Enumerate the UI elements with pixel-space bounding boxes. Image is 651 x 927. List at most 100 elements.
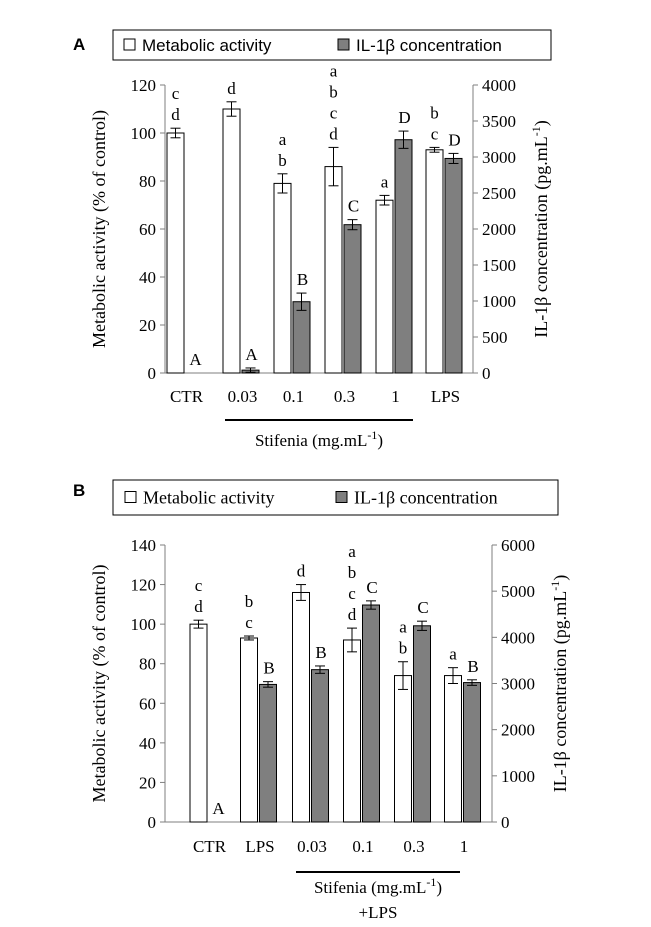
legend: Metabolic activity IL-1β concentration [112,29,552,61]
sig-letter-metabolic: d [348,605,357,624]
sig-letter-metabolic: d [329,124,338,143]
left-tick-label: 60 [139,694,156,713]
right-tick-label: 1000 [482,292,516,311]
bar-metabolic [394,675,412,823]
sig-letter-metabolic: d [171,105,180,124]
x-tick-label: 0.3 [403,837,424,856]
left-tick-label: 120 [131,76,157,95]
sig-letter-metabolic: a [279,130,287,149]
x-tick-label: CTR [193,837,227,856]
group-label-main: Stifenia (mg.mL [255,431,367,450]
sig-letter-metabolic: b [329,82,338,101]
right-tick-label: 500 [482,328,508,347]
sig-letter-metabolic: b [348,563,357,582]
group-label-end: ) [377,431,383,450]
bar-metabolic [273,182,292,374]
bar-il1b [259,683,277,823]
sig-letter-il1b: B [315,643,326,662]
sig-letter-metabolic: c [348,584,356,603]
left-tick-label: 120 [131,576,157,595]
bar-metabolic [189,623,208,823]
sig-letter-metabolic: a [330,61,338,80]
legend-swatch-metabolic [124,491,137,503]
right-axis-title-end: ) [550,575,571,581]
group-label-main: Stifenia (mg.mL [314,878,426,897]
sig-letter-il1b: C [417,598,428,617]
bar-metabolic [425,149,444,374]
group-label: Stifenia (mg.mL-1) [314,875,442,897]
sig-letter-metabolic: c [245,613,253,632]
sig-letter-il1b: C [348,197,359,216]
bar-metabolic [375,199,394,374]
x-tick-label: LPS [245,837,274,856]
right-tick-label: 0 [482,364,491,383]
sig-letter-il1b: D [398,108,410,127]
right-axis-title-main: IL-1β concentration (pg.mL [531,136,552,338]
legend-label-metabolic: Metabolic activity [142,36,272,55]
x-tick-label: 0.1 [352,837,373,856]
sig-letter-metabolic: b [278,151,287,170]
left-axis-title: Metabolic activity (% of control) [89,565,110,803]
left-tick-label: 20 [139,773,156,792]
x-tick-label: 0.3 [334,387,355,406]
sig-letter-il1b: B [297,270,308,289]
right-tick-label: 2500 [482,184,516,203]
right-tick-label: 5000 [501,582,535,601]
left-axis-title: Metabolic activity (% of control) [89,110,110,348]
right-tick-label: 4000 [501,628,535,647]
right-tick-label: 4000 [482,76,516,95]
legend-swatch-metabolic [123,38,136,51]
right-axis-title: IL-1β concentration (pg.mL-1) [548,575,571,793]
left-tick-label: 80 [139,655,156,674]
bar-il1b [343,224,362,374]
right-tick-label: 2000 [482,220,516,239]
bar-metabolic [222,108,241,374]
bar-metabolic [343,639,361,823]
bar-metabolic [240,637,258,823]
sig-letter-metabolic: d [194,597,203,616]
sig-letter-il1b: A [189,350,202,369]
group-label-sup: -1 [367,428,377,442]
bar-metabolic [324,166,343,374]
bar-il1b [292,301,311,374]
right-tick-label: 6000 [501,536,535,555]
legend-swatch-il1b [335,491,348,503]
group-label: Stifenia (mg.mL-1) [255,428,383,450]
chart-panel-b: B Metabolic activity IL-1β concentration 0 2… [73,479,571,922]
sig-letter-metabolic: c [330,103,338,122]
right-tick-label: 3000 [482,148,516,167]
sig-letter-metabolic: a [449,645,457,664]
right-tick-label: 2000 [501,721,535,740]
x-tick-label: 0.03 [228,387,258,406]
x-tick-label: CTR [170,387,204,406]
bar-il1b [362,604,380,823]
x-tick-label: 1 [460,837,469,856]
panel-letter: B [73,481,85,500]
left-tick-label: 0 [148,364,157,383]
right-tick-label: 3000 [501,675,535,694]
right-axis-title-sup: -1 [548,581,562,591]
right-tick-label: 1500 [482,256,516,275]
right-axis-title: IL-1β concentration (pg.mL-1) [529,120,552,338]
left-tick-label: 20 [139,316,156,335]
axes: 0 20 40 60 80 100 120 140 0 1000 2000 3000 4000 5000 6… [131,536,536,832]
right-axis-title-end: ) [531,120,552,126]
axes: 0 20 40 60 80 100 120 0 500 1000 1500 2000 2500 3000 3… [131,76,517,383]
sig-letter-metabolic: a [381,172,389,191]
right-axis-title-sup: -1 [529,126,543,136]
sig-letter-metabolic: d [297,562,306,581]
x-tick-label: 0.03 [297,837,327,856]
bar-il1b [394,139,413,374]
bar-metabolic [444,675,462,823]
right-tick-label: 1000 [501,767,535,786]
sig-letter-metabolic: b [245,592,254,611]
left-tick-label: 40 [139,268,156,287]
group-label-sup: -1 [426,875,436,889]
left-tick-label: 140 [131,536,157,555]
bar-metabolic [292,591,310,823]
sig-letter-il1b: B [467,657,478,676]
sig-letter-metabolic: a [399,618,407,637]
